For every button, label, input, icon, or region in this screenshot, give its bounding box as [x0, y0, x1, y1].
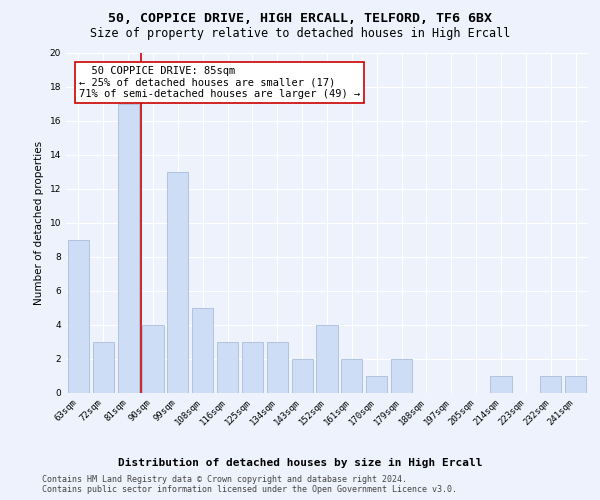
Text: Contains HM Land Registry data © Crown copyright and database right 2024.
Contai: Contains HM Land Registry data © Crown c…	[42, 474, 457, 494]
Bar	[93, 342, 114, 392]
Bar	[192, 308, 213, 392]
Bar	[292, 358, 313, 392]
Bar	[366, 376, 387, 392]
Bar	[68, 240, 89, 392]
Bar	[316, 324, 338, 392]
Bar	[142, 324, 164, 392]
Bar	[540, 376, 561, 392]
Bar	[341, 358, 362, 392]
Bar	[267, 342, 288, 392]
Bar	[217, 342, 238, 392]
Text: Size of property relative to detached houses in High Ercall: Size of property relative to detached ho…	[90, 28, 510, 40]
Text: 50 COPPICE DRIVE: 85sqm
← 25% of detached houses are smaller (17)
71% of semi-de: 50 COPPICE DRIVE: 85sqm ← 25% of detache…	[79, 66, 360, 100]
Bar	[565, 376, 586, 392]
Y-axis label: Number of detached properties: Number of detached properties	[34, 140, 44, 304]
Text: 50, COPPICE DRIVE, HIGH ERCALL, TELFORD, TF6 6BX: 50, COPPICE DRIVE, HIGH ERCALL, TELFORD,…	[108, 12, 492, 26]
Bar	[118, 104, 139, 393]
Bar	[490, 376, 512, 392]
Bar	[167, 172, 188, 392]
Text: Distribution of detached houses by size in High Ercall: Distribution of detached houses by size …	[118, 458, 482, 468]
Bar	[391, 358, 412, 392]
Bar	[242, 342, 263, 392]
